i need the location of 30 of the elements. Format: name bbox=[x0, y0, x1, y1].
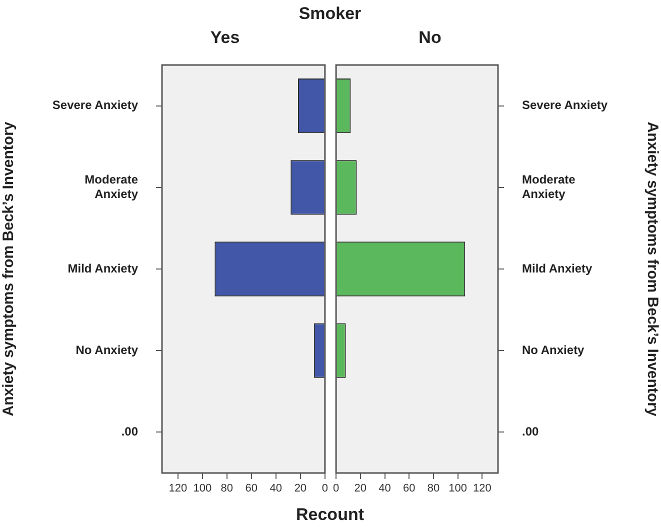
x-tick-label: 0 bbox=[322, 482, 328, 495]
x-tick-label: 100 bbox=[448, 482, 467, 495]
y-tick-label: .00 bbox=[121, 424, 138, 439]
x-tick-label: 0 bbox=[332, 482, 340, 495]
x-tick-label: 60 bbox=[245, 482, 258, 495]
x-tick-label: 80 bbox=[220, 482, 234, 495]
y-tick-label: No Anxiety bbox=[76, 342, 138, 357]
chart-title: No bbox=[418, 28, 442, 48]
text: Recount bbox=[296, 505, 364, 525]
y-tick-label: Moderate Anxiety bbox=[84, 172, 138, 201]
y-tick-label: .00 bbox=[522, 424, 540, 439]
x-tick-label: 40 bbox=[378, 482, 391, 495]
x-tick-label: 60 bbox=[402, 482, 416, 495]
x-tick-label: 20 bbox=[294, 482, 307, 495]
y-tick-label: Severe Anxiety bbox=[522, 98, 608, 112]
x-tick-label: 120 bbox=[168, 482, 188, 495]
y-axis-title: Anxiety symptoms from Beck’s Inventory bbox=[644, 122, 661, 417]
y-tick-label: Mild Anxiety bbox=[522, 261, 593, 276]
x-tick-label: 40 bbox=[270, 482, 282, 495]
y-tick-label: No Anxiety bbox=[522, 342, 585, 357]
y-axis-title: Anxiety symptoms from Beck’s Inventory bbox=[0, 121, 18, 416]
x-tick-label: 80 bbox=[427, 482, 440, 495]
y-tick-label: Mild Anxiety bbox=[68, 261, 138, 276]
y-tick-label: Severe Anxiety bbox=[52, 98, 138, 112]
text: Smoker bbox=[298, 4, 362, 24]
x-tick-label: 100 bbox=[193, 482, 212, 495]
y-tick-label: Moderate Anxiety bbox=[522, 172, 576, 201]
x-tick-label: 120 bbox=[472, 482, 492, 495]
x-tick-label: 20 bbox=[354, 482, 367, 495]
chart-title: Yes bbox=[210, 28, 240, 48]
